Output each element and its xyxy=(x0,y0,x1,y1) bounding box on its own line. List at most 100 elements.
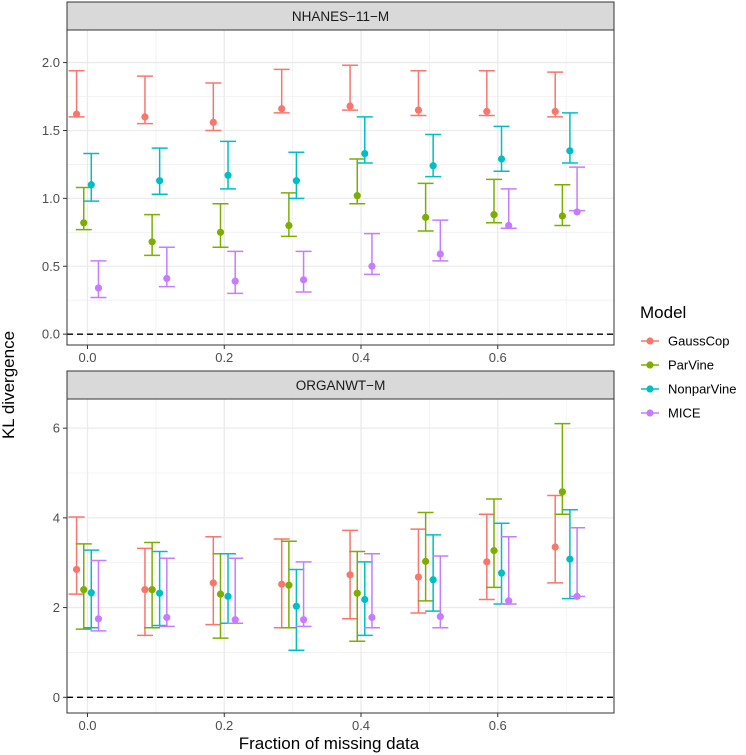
series-nonparvine xyxy=(83,112,578,202)
data-point xyxy=(299,616,308,624)
data-point xyxy=(278,580,286,588)
legend-label: NonparVine xyxy=(668,382,736,397)
data-point xyxy=(361,149,369,158)
y-axis-label: KL divergence xyxy=(0,331,18,439)
y-tick-label: 0 xyxy=(53,690,60,705)
data-point xyxy=(141,113,149,121)
data-point xyxy=(224,592,232,600)
data-point xyxy=(551,107,559,116)
data-point xyxy=(558,488,566,496)
data-point xyxy=(209,118,217,126)
y-tick-label: 1.5 xyxy=(42,123,60,138)
x-tick-label: 0.2 xyxy=(215,718,233,733)
legend-key-point xyxy=(646,409,654,417)
legend-key-point xyxy=(646,385,654,393)
panel-border xyxy=(66,398,615,714)
data-point xyxy=(80,219,88,227)
legend-label: ParVine xyxy=(668,358,714,373)
data-point xyxy=(497,569,506,577)
legend-item-gausscop: GaussCop xyxy=(641,334,729,349)
series-parvine xyxy=(75,422,571,642)
data-point xyxy=(483,558,491,566)
x-tick-label: 0.6 xyxy=(489,350,507,365)
data-point xyxy=(505,221,513,230)
data-point xyxy=(72,110,81,118)
x-tick-label: 0.2 xyxy=(215,350,233,365)
data-point xyxy=(483,107,491,116)
data-point xyxy=(490,547,498,555)
data-point xyxy=(429,162,437,170)
y-tick-label: 0.0 xyxy=(42,327,60,342)
legend-label: MICE xyxy=(668,406,701,421)
x-tick-label: 0.6 xyxy=(489,718,507,733)
data-point xyxy=(353,589,361,597)
data-point xyxy=(353,192,361,200)
data-point xyxy=(292,602,300,610)
data-point xyxy=(490,211,498,219)
data-point xyxy=(346,102,354,110)
panel-strip xyxy=(66,1,615,31)
data-point xyxy=(94,615,103,623)
data-point xyxy=(414,106,423,114)
panels: NHANES−11−M0.00.51.01.52.00.0 0.2 0.4 0.6OR… xyxy=(42,1,615,733)
series-gausscop xyxy=(68,64,564,132)
data-point xyxy=(94,284,103,292)
data-point xyxy=(566,147,574,155)
data-point xyxy=(285,221,293,230)
data-point xyxy=(368,262,376,270)
data-point xyxy=(72,565,81,574)
data-point xyxy=(285,581,293,589)
y-tick-label: 6 xyxy=(53,421,60,436)
data-point xyxy=(346,571,354,579)
y-tick-label: 0.5 xyxy=(42,259,60,274)
legend-key-point xyxy=(646,361,654,369)
data-point xyxy=(414,573,423,581)
panel-background xyxy=(67,399,614,713)
y-tick-label: 2.0 xyxy=(42,55,60,70)
data-point xyxy=(148,586,156,594)
data-point xyxy=(156,177,164,185)
data-point xyxy=(292,177,300,185)
panel-border xyxy=(66,29,615,346)
data-point xyxy=(216,228,225,236)
legend-key-point xyxy=(646,337,654,345)
panel-1: NHANES−11−M 0.0 0.5 1.0 1.5 2.0 0.0 0.2 0.4 0.6 xyxy=(42,1,615,365)
data-point xyxy=(231,277,239,285)
legend-title: Model xyxy=(640,303,686,322)
data-point xyxy=(224,171,232,179)
data-point xyxy=(231,616,239,624)
data-point xyxy=(87,181,95,189)
data-point xyxy=(87,589,95,597)
panel-strip xyxy=(66,370,615,400)
series-nonparvine xyxy=(83,509,578,651)
data-point xyxy=(209,579,217,587)
series-gausscop xyxy=(68,494,564,637)
legend-items: GaussCop ParVine NonparVine MICE xyxy=(641,334,736,421)
data-point xyxy=(278,105,286,113)
data-point xyxy=(163,274,171,283)
data-point xyxy=(299,276,308,284)
y-tick-label: 2 xyxy=(53,600,60,615)
series-mice xyxy=(90,526,586,632)
legend-item-nonparvine: NonparVine xyxy=(641,382,736,397)
data-point xyxy=(558,212,566,220)
x-tick-label: 0.0 xyxy=(78,718,96,733)
data-point xyxy=(566,555,574,563)
data-point xyxy=(436,250,444,258)
legend-item-parvine: ParVine xyxy=(641,358,714,373)
panel-title: ORGANWT−M xyxy=(296,378,386,393)
series-parvine xyxy=(75,158,571,257)
panel-2: ORGANWT−M 0 2 4 6 0.0 0.2 0.4 0.6 xyxy=(53,370,615,733)
x-tick-label: 0.0 xyxy=(78,350,96,365)
data-point xyxy=(551,543,559,551)
data-point xyxy=(80,586,88,594)
data-point xyxy=(361,595,369,604)
data-point xyxy=(422,557,430,565)
x-tick-label: 0.4 xyxy=(352,350,370,365)
data-point xyxy=(163,613,171,622)
y-tick-label: 4 xyxy=(53,510,60,525)
data-point xyxy=(436,612,444,621)
data-point xyxy=(148,238,156,246)
data-point xyxy=(497,155,506,163)
